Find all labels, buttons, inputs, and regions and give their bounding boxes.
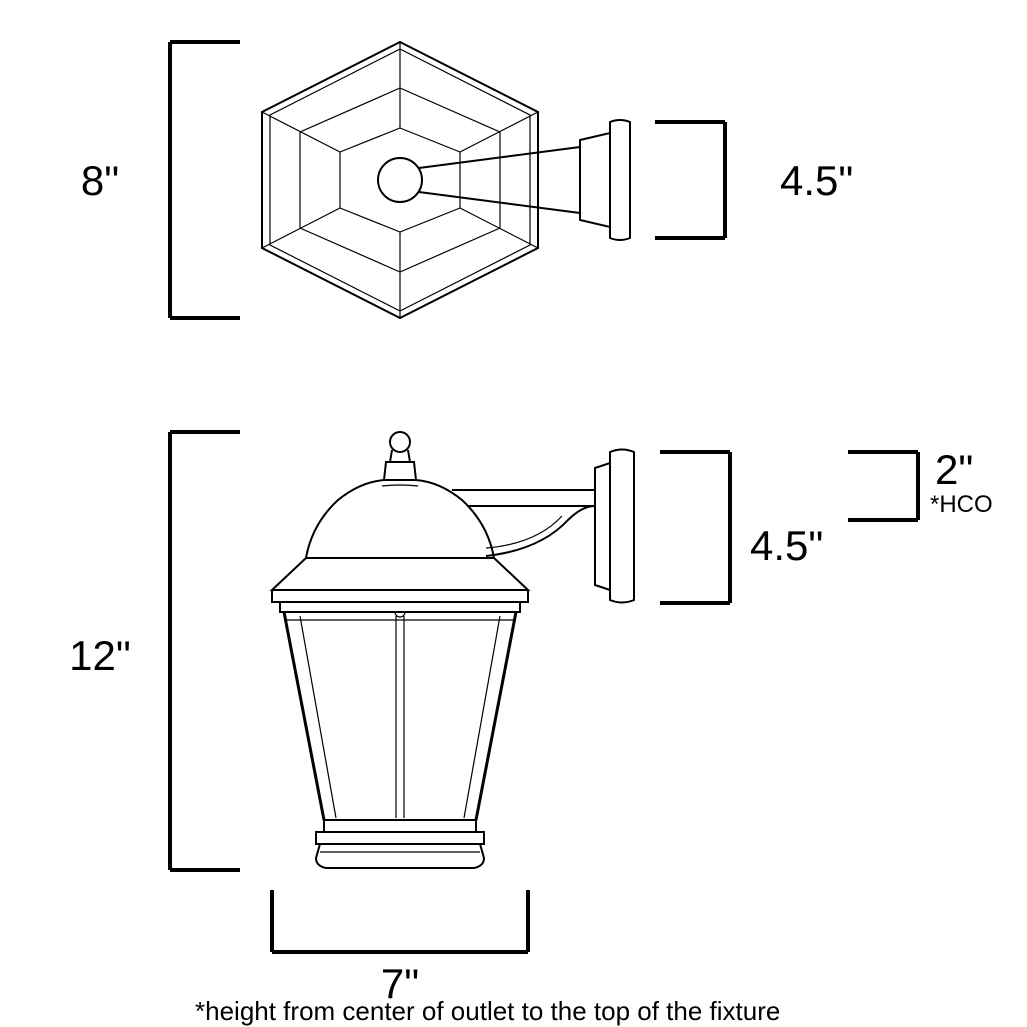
- dim-mount-width: 4.5": [780, 157, 853, 204]
- dome: [306, 480, 494, 558]
- dim-bracket-depth: [170, 42, 240, 318]
- dim-hco-note: *HCO: [930, 491, 993, 518]
- lantern-panes: [300, 616, 500, 818]
- hexagon-inner: [340, 128, 460, 232]
- side-arm: [452, 490, 595, 556]
- hex-spokes: [262, 42, 538, 318]
- dim-bracket-width: [272, 890, 528, 952]
- dim-mount-height: 4.5": [750, 522, 823, 569]
- side-mount: [595, 450, 634, 603]
- cap-flare: [272, 558, 528, 617]
- dim-bracket-height: [170, 432, 240, 870]
- lantern-base: [316, 820, 484, 868]
- top-view: 8": [81, 42, 853, 318]
- dim-bracket-hco: [848, 452, 918, 520]
- dim-bracket-mount-height: [660, 452, 730, 603]
- dim-hco: 2": [935, 446, 973, 493]
- dim-height: 12": [69, 632, 131, 679]
- finial: [384, 432, 416, 480]
- side-view: 12": [69, 432, 992, 1007]
- dim-depth: 8": [81, 157, 119, 204]
- dim-bracket-mount-width: [655, 122, 725, 238]
- footnote: *height from center of outlet to the top…: [195, 996, 780, 1026]
- dimension-diagram: 8": [0, 0, 1027, 1027]
- top-mount: [580, 120, 630, 240]
- lantern-body: [284, 612, 516, 820]
- center-hub: [378, 158, 422, 202]
